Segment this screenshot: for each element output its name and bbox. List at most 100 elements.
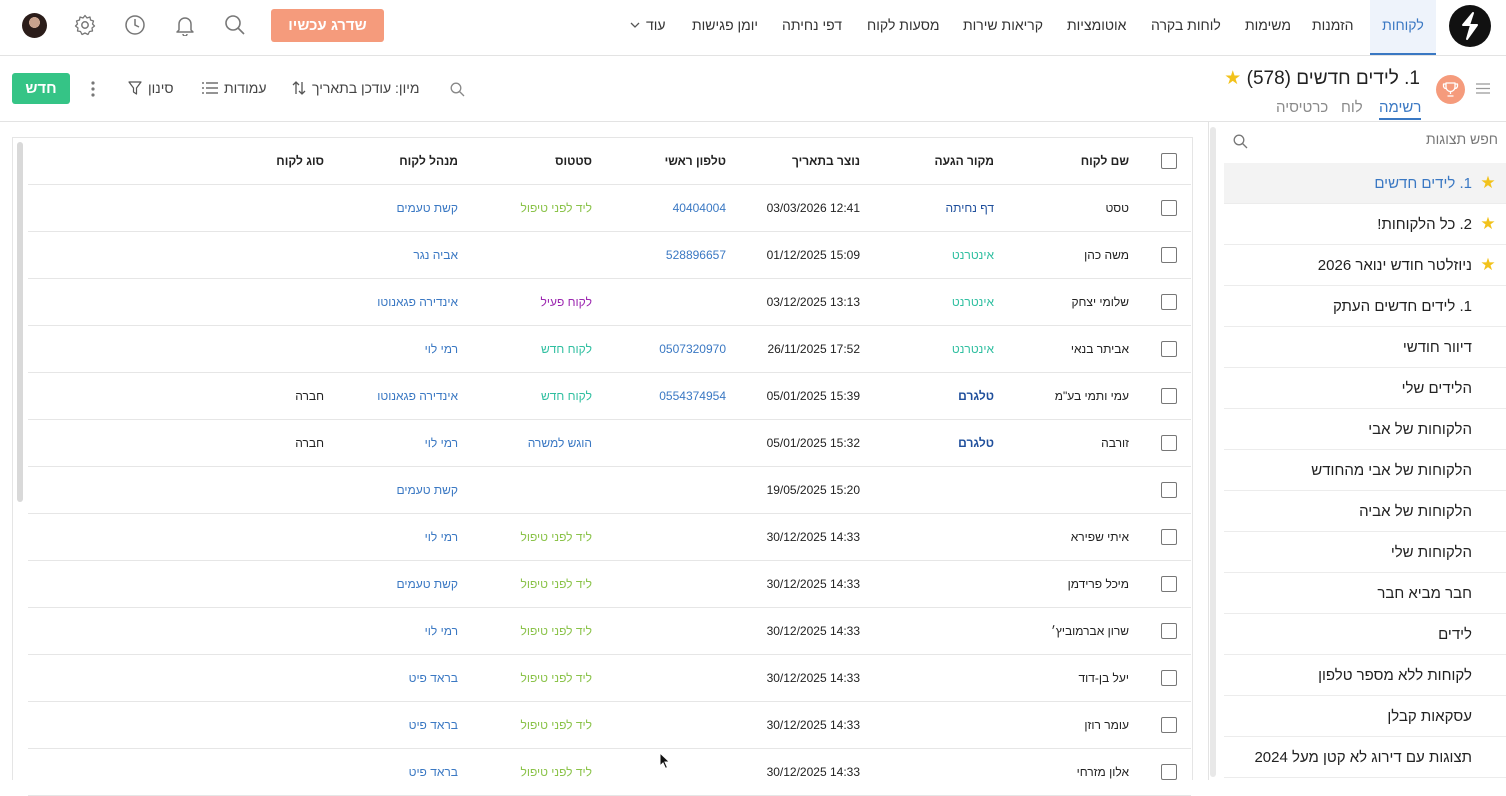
cell-phone[interactable] (606, 608, 726, 654)
sidebar-view-item[interactable]: 1. לידים חדשים העתק (1224, 286, 1506, 327)
cell-phone[interactable] (606, 279, 726, 325)
row-checkbox[interactable] (1161, 294, 1177, 310)
cell-manager[interactable]: קשת טעמים (396, 577, 458, 591)
tab-board[interactable]: לוח (1341, 99, 1363, 116)
table-row[interactable]: 15:20 19/05/2025 קשת טעמים (28, 467, 1191, 514)
cell-manager[interactable]: בראד פיט (408, 718, 458, 732)
cell-source[interactable]: אינטרנט (951, 342, 994, 356)
nav-dashboards[interactable]: לוחות בקרה (1151, 17, 1221, 33)
row-checkbox[interactable] (1161, 529, 1177, 545)
cell-source[interactable]: דף נחיתה (945, 201, 994, 215)
row-checkbox[interactable] (1161, 576, 1177, 592)
table-row[interactable]: יעל בן-דוד 14:33 30/12/2025 ליד לפני טיפול… (28, 655, 1191, 702)
cell-source[interactable]: טלגרם (958, 389, 994, 403)
table-row[interactable]: אלון מזרחי 14:33 30/12/2025 ליד לפני טיפול… (28, 749, 1191, 796)
filter-button[interactable]: סינון (128, 80, 174, 96)
table-row[interactable]: אביתר בנאי אינטרנט 17:52 26/11/2025 0507320… (28, 326, 1191, 373)
cell-phone[interactable]: 0554374954 (659, 389, 726, 403)
table-row[interactable]: זורבה טלגרם 15:32 05/01/2025 הוגש למשרה רמי … (28, 420, 1191, 467)
cell-manager[interactable]: בראד פיט (408, 765, 458, 779)
views-search-input[interactable]: חפש תצוגות (1224, 131, 1506, 153)
gear-icon[interactable] (74, 14, 96, 36)
cell-phone[interactable] (606, 702, 726, 748)
column-header-created[interactable]: נוצר בתאריך (791, 154, 860, 168)
cell-manager[interactable]: רמי לוי (424, 624, 458, 638)
bell-icon[interactable] (174, 14, 196, 36)
sidebar-view-item[interactable]: הלקוחות של אבי (1224, 409, 1506, 450)
star-icon[interactable]: ★ (1480, 214, 1496, 233)
cell-manager[interactable]: אינדירה פגאנוטו (377, 389, 458, 403)
table-row[interactable]: מיכל פרידמן 14:33 30/12/2025 ליד לפני טיפו… (28, 561, 1191, 608)
table-row[interactable]: שרון אברמוביץ׳ 14:33 30/12/2025 ליד לפני ט… (28, 608, 1191, 655)
sidebar-view-item[interactable]: הלקוחות שלי (1224, 532, 1506, 573)
table-row[interactable]: שלומי יצחק אינטרנט 13:13 03/12/2025 לקוח פע… (28, 279, 1191, 326)
row-checkbox[interactable] (1161, 200, 1177, 216)
cell-manager[interactable]: בראד פיט (408, 671, 458, 685)
sidebar-view-item[interactable]: לקוחות ללא מספר טלפון (1224, 655, 1506, 696)
table-row[interactable]: משה כהן אינטרנט 15:09 01/12/2025 528896657 א… (28, 232, 1191, 279)
history-icon[interactable] (124, 14, 146, 36)
sidebar-view-item[interactable]: חבר מביא חבר (1224, 573, 1506, 614)
user-avatar[interactable] (22, 13, 47, 38)
sort-button[interactable]: מיון: עודכן בתאריך (292, 80, 419, 96)
column-header-source[interactable]: מקור הגעה (934, 154, 994, 168)
star-icon[interactable]: ★ (1224, 68, 1242, 89)
column-header-phone[interactable]: טלפון ראשי (664, 154, 726, 168)
sidebar-view-item[interactable]: תצוגות עם דירוג לא קטן מעל 2024 (1224, 737, 1506, 778)
cell-phone[interactable] (606, 420, 726, 466)
row-checkbox[interactable] (1161, 388, 1177, 404)
search-icon[interactable] (224, 14, 246, 36)
cell-phone[interactable] (606, 655, 726, 701)
sidebar-scrollbar[interactable] (1210, 127, 1216, 777)
cell-source[interactable] (874, 749, 994, 795)
cell-phone[interactable] (606, 514, 726, 560)
table-row[interactable]: עומר רוזן 14:33 30/12/2025 ליד לפני טיפול ב… (28, 702, 1191, 749)
more-options-icon[interactable] (90, 81, 96, 97)
table-row[interactable]: איתי שפירא 14:33 30/12/2025 ליד לפני טיפול… (28, 514, 1191, 561)
nav-customer-journeys[interactable]: מסעות לקוח (867, 17, 940, 33)
cell-manager[interactable]: אביה נגר (413, 248, 458, 262)
nav-meeting-calendar[interactable]: יומן פגישות (692, 17, 759, 33)
sidebar-view-item[interactable]: דיוור חודשי (1224, 327, 1506, 368)
upgrade-button[interactable]: שדרג עכשיו (271, 9, 384, 42)
cell-phone[interactable]: 40404004 (672, 201, 726, 215)
cell-manager[interactable]: קשת טעמים (396, 201, 458, 215)
table-search-icon[interactable] (450, 82, 465, 97)
row-checkbox[interactable] (1161, 623, 1177, 639)
hamburger-icon[interactable] (1476, 83, 1490, 94)
sidebar-view-item[interactable]: ★ 2. כל הלקוחות! (1224, 204, 1506, 245)
tab-list[interactable]: רשימה (1379, 99, 1422, 120)
sidebar-view-item[interactable]: הלקוחות של אביה (1224, 491, 1506, 532)
cell-phone[interactable] (606, 467, 726, 513)
table-row[interactable]: עמי ותמי בע"מ טלגרם 15:39 05/01/2025 055437… (28, 373, 1191, 420)
sidebar-view-item[interactable]: הלידים שלי (1224, 368, 1506, 409)
row-checkbox[interactable] (1161, 764, 1177, 780)
sidebar-view-item[interactable]: לידים (1224, 614, 1506, 655)
star-icon[interactable]: ★ (1480, 173, 1496, 192)
nav-customers[interactable]: לקוחות (1370, 0, 1436, 55)
row-checkbox[interactable] (1161, 247, 1177, 263)
nav-more[interactable]: עוד (630, 0, 666, 50)
row-checkbox[interactable] (1161, 482, 1177, 498)
cell-source[interactable] (874, 702, 994, 748)
nav-landing-pages[interactable]: דפי נחיתה (782, 17, 842, 33)
cell-manager[interactable]: אינדירה פגאנוטו (377, 295, 458, 309)
cell-phone[interactable]: 528896657 (665, 248, 726, 262)
nav-automations[interactable]: אוטומציות (1067, 17, 1127, 33)
row-checkbox[interactable] (1161, 435, 1177, 451)
row-checkbox[interactable] (1161, 717, 1177, 733)
cell-manager[interactable]: קשת טעמים (396, 483, 458, 497)
new-button[interactable]: חדש (12, 73, 70, 104)
cell-source[interactable] (874, 561, 994, 607)
cell-phone[interactable] (606, 561, 726, 607)
nav-orders[interactable]: הזמנות (1312, 17, 1354, 33)
tab-card[interactable]: כרטיסיה (1276, 99, 1329, 116)
column-header-type[interactable]: סוג לקוח (276, 154, 324, 168)
row-checkbox[interactable] (1161, 670, 1177, 686)
sidebar-view-item[interactable]: עסקאות קבלן (1224, 696, 1506, 737)
cell-source[interactable]: טלגרם (958, 436, 994, 450)
cell-source[interactable] (874, 655, 994, 701)
cell-phone[interactable]: 0507320970 (659, 342, 726, 356)
columns-button[interactable]: עמודות (202, 80, 266, 96)
cell-source[interactable] (874, 514, 994, 560)
